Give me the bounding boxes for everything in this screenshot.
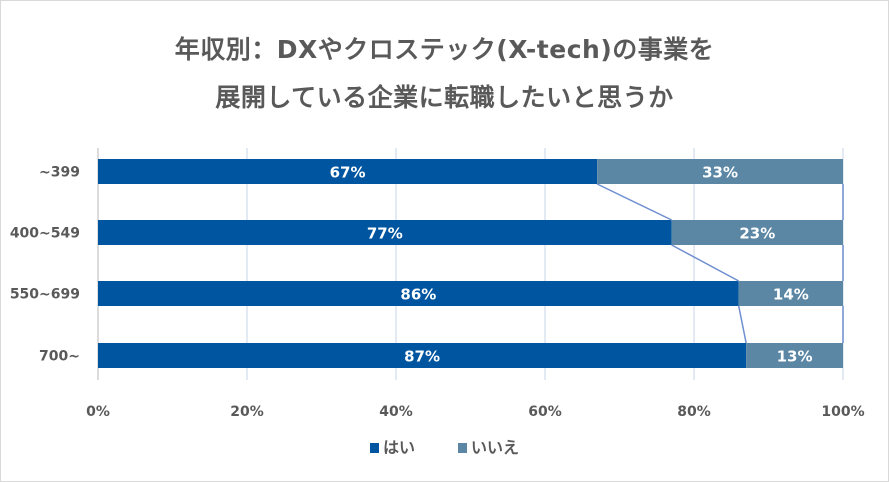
data-label: 23% [739,225,775,243]
category-label: 700~ [39,349,80,365]
x-tick-label: 40% [379,404,413,420]
x-tick-label: 60% [528,404,562,420]
data-label: 67% [330,164,366,182]
data-label: 13% [777,348,813,366]
category-label: 400~549 [10,226,80,242]
data-label: 14% [773,286,809,304]
bar-no [671,220,843,245]
x-tick-label: 0% [86,404,110,420]
legend-swatch-no [458,443,467,453]
bar-yes [98,343,747,368]
series-line [671,244,740,282]
chart-title-line-1: 年収別：DXやクロステック(X-tech)の事業を [174,35,715,64]
category-label: 550~699 [10,287,80,303]
data-label: 77% [367,225,403,243]
chart-title-line-2: 展開している企業に転職したいと思うか [215,83,674,112]
x-tick-label: 100% [821,404,864,420]
bar-yes [98,159,598,184]
legend-swatch-yes [370,443,379,453]
bar-no [597,159,843,184]
bar-yes [98,220,672,245]
legend-label: はい [383,438,415,457]
data-label: 33% [702,164,738,182]
x-tick-label: 20% [230,404,264,420]
bar-no [738,281,843,306]
legend-label: いいえ [471,438,519,457]
bar-no [746,343,843,368]
series-line [737,305,747,344]
x-tick-label: 80% [677,404,711,420]
bar-yes [98,281,739,306]
data-label: 87% [404,348,440,366]
series-line [596,183,672,221]
data-label: 86% [400,286,436,304]
category-label: ~399 [39,165,80,181]
